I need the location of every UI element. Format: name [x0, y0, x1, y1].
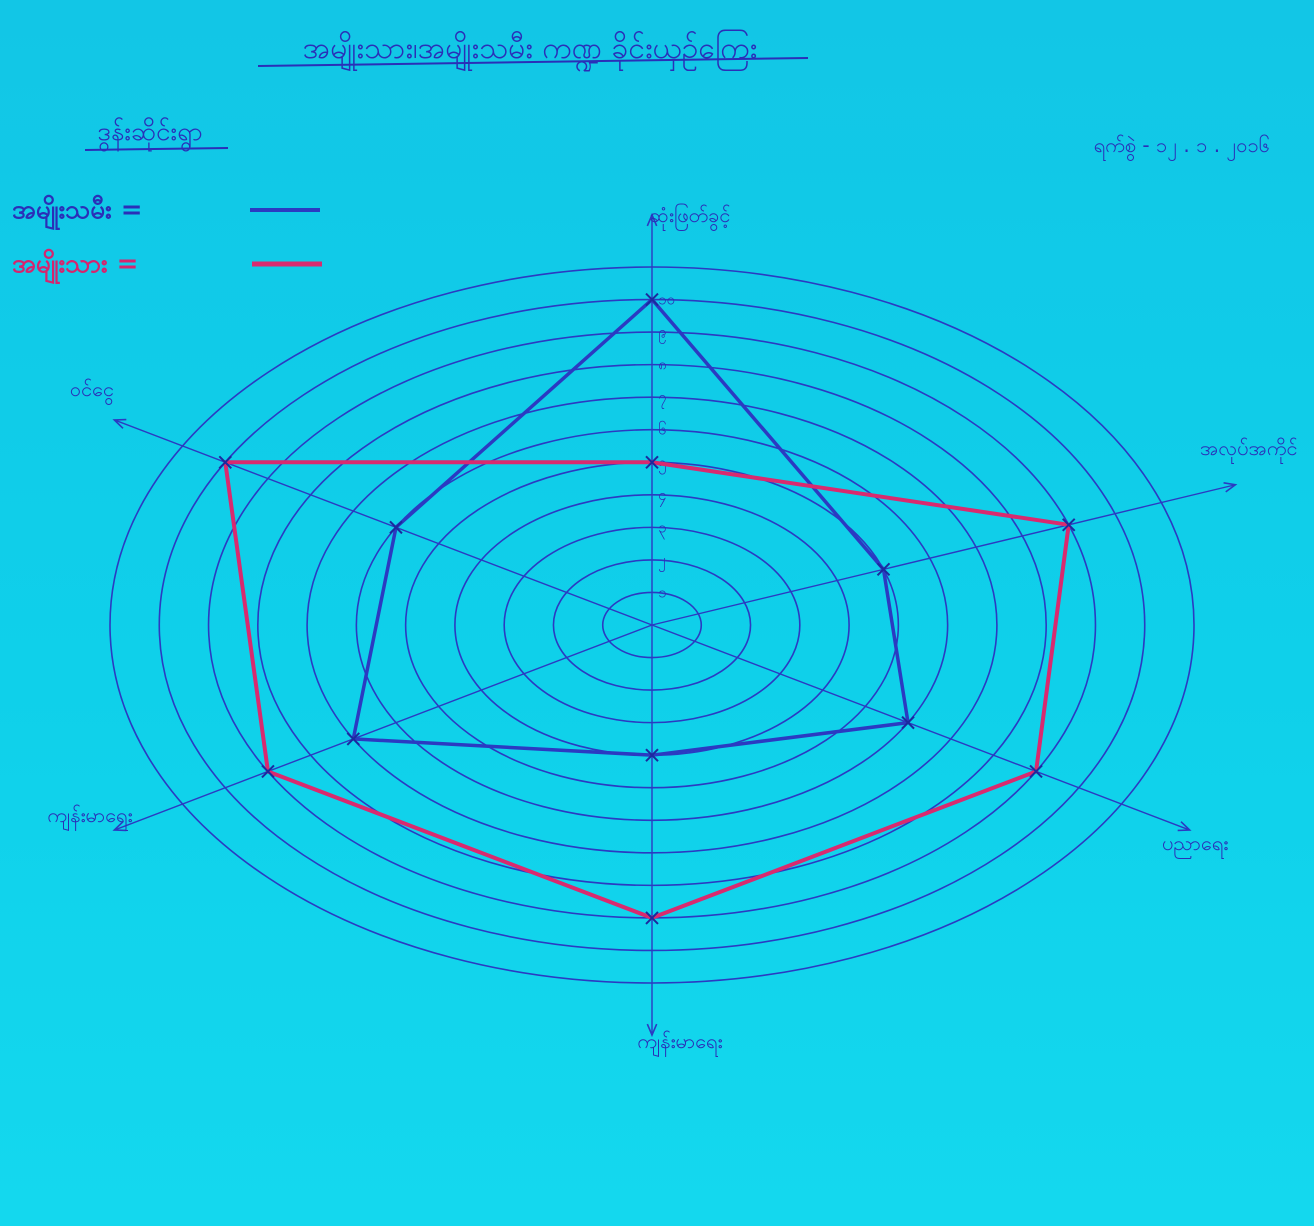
- tick-label: ၂: [658, 551, 665, 572]
- chart-date: ရက်စွဲ - ၁၂ . ၁ . ၂၀၁၆: [1094, 133, 1270, 161]
- chart-title: အမျိုးသား၊အမျိုးသမီး ကဏ္ဍ ခိုင်းယှဉ်ကြေး: [303, 29, 758, 72]
- axis-line: [651, 624, 1190, 831]
- chart-subtitle: ဒွန်းဆိုင်းရွာ: [97, 116, 202, 152]
- axis-arrow: [646, 212, 658, 227]
- axis-label: ပညာရေး: [1162, 831, 1228, 859]
- tick-label: ၇: [658, 388, 666, 409]
- series-point: [645, 455, 659, 469]
- tick-label: ၆: [658, 421, 666, 439]
- legend: အမျိုးသမီး = အမျိုးသား =: [12, 194, 322, 285]
- axis-arrow: [112, 821, 127, 832]
- axis-line: [114, 419, 653, 626]
- tick-label: ၄: [658, 486, 666, 507]
- tick-label: ၃: [658, 518, 666, 539]
- series-point: [346, 732, 361, 746]
- series-point: [645, 748, 659, 762]
- axis-label: ဆုံးဖြတ်ခွင့်: [649, 203, 730, 231]
- series-point: [389, 520, 403, 535]
- tick-label: ၈: [658, 356, 667, 374]
- series-point: [876, 562, 891, 577]
- subtitle-underline: [84, 147, 229, 151]
- legend-label-women: အမျိုးသမီး =: [12, 194, 143, 231]
- tick-label: ၉: [658, 323, 666, 344]
- axis-arrow: [1223, 481, 1238, 493]
- radar-axis-labels: ဆုံးဖြတ်ခွင့်အလုပ်အကိုင်ပညာရေးကျန်းမာရေး…: [47, 203, 1297, 1057]
- series-point: [1062, 518, 1076, 532]
- tick-label: ၁၀: [658, 291, 675, 309]
- radar-axes: [112, 212, 1238, 1038]
- axis-label: ဝင်ငွေ: [70, 377, 114, 405]
- axis-arrow: [112, 418, 127, 429]
- axis-label: ကျန်းမာရေး: [47, 803, 132, 831]
- tick-label: ၁: [658, 583, 666, 601]
- series-point: [901, 715, 915, 730]
- series-point: [645, 292, 659, 307]
- axis-arrow: [1177, 821, 1192, 832]
- series-point: [218, 455, 232, 469]
- axis-arrow: [646, 1023, 658, 1038]
- title-underline: [257, 57, 809, 67]
- series-point: [645, 911, 659, 925]
- axis-label: အလုပ်အကိုင်: [1200, 436, 1298, 464]
- axis-label: ကျန်းမာရေး: [637, 1029, 722, 1057]
- series-point: [261, 764, 275, 779]
- axis-line: [651, 484, 1236, 626]
- series-point: [1029, 764, 1043, 779]
- legend-label-men: အမျိုးသား =: [12, 248, 138, 285]
- radar-series: [218, 292, 1076, 925]
- axis-line: [114, 624, 653, 831]
